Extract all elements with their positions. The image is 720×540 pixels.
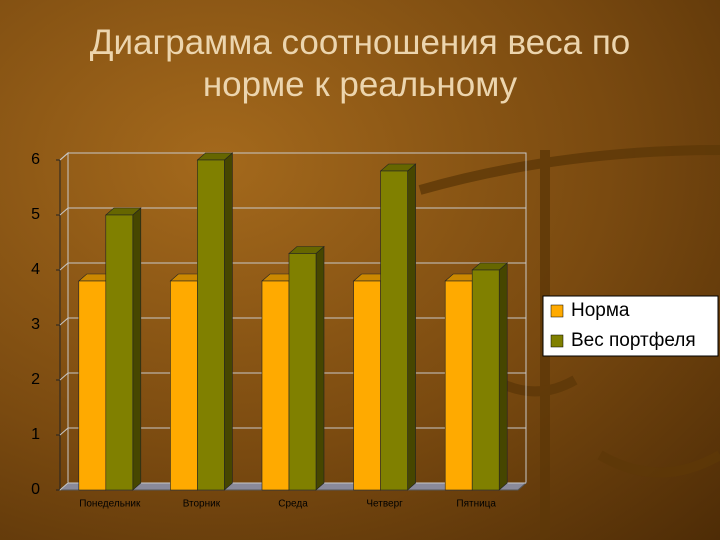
bar: [105, 214, 134, 491]
grid-line: [59, 152, 69, 161]
bar: [170, 280, 198, 491]
grid-line: [59, 427, 69, 436]
x-tick-label: Вторник: [183, 499, 221, 510]
x-tick-label: Среда: [278, 499, 308, 510]
grid-line: [59, 317, 69, 326]
bar: [78, 280, 107, 491]
bar: [197, 159, 225, 491]
bar: [444, 280, 473, 491]
y-tick-label: 6: [31, 151, 40, 168]
legend-swatch: [550, 334, 564, 348]
y-tick-label: 4: [31, 261, 40, 278]
bar-side: [407, 163, 416, 491]
x-tick-label: Понедельник: [79, 499, 141, 510]
x-tick-label: Четверг: [366, 499, 403, 510]
y-tick-label: 1: [31, 426, 40, 443]
bar: [380, 170, 408, 491]
y-tick-label: 0: [31, 481, 40, 498]
bar: [471, 269, 500, 491]
y-tick-label: 5: [31, 206, 40, 223]
y-tick-label: 2: [31, 371, 40, 388]
legend-box: [542, 295, 719, 357]
legend-label: Норма: [571, 300, 630, 321]
grid-line: [59, 262, 69, 271]
bar: [288, 253, 317, 491]
bar: [353, 280, 381, 491]
grid-line: [59, 482, 69, 491]
legend-swatch: [550, 304, 564, 318]
x-tick-label: Пятница: [456, 499, 496, 510]
legend-label: Вес портфеля: [571, 330, 696, 351]
bar-side: [224, 152, 233, 491]
bar-side: [498, 262, 508, 491]
bar-side: [132, 207, 142, 491]
y-tick-label: 3: [31, 316, 40, 333]
bar-side: [315, 245, 325, 491]
bar: [261, 280, 290, 491]
chart-title: Диаграмма соотношения веса по норме к ре…: [89, 23, 631, 104]
grid-line: [59, 372, 69, 381]
grid-line: [59, 207, 69, 216]
